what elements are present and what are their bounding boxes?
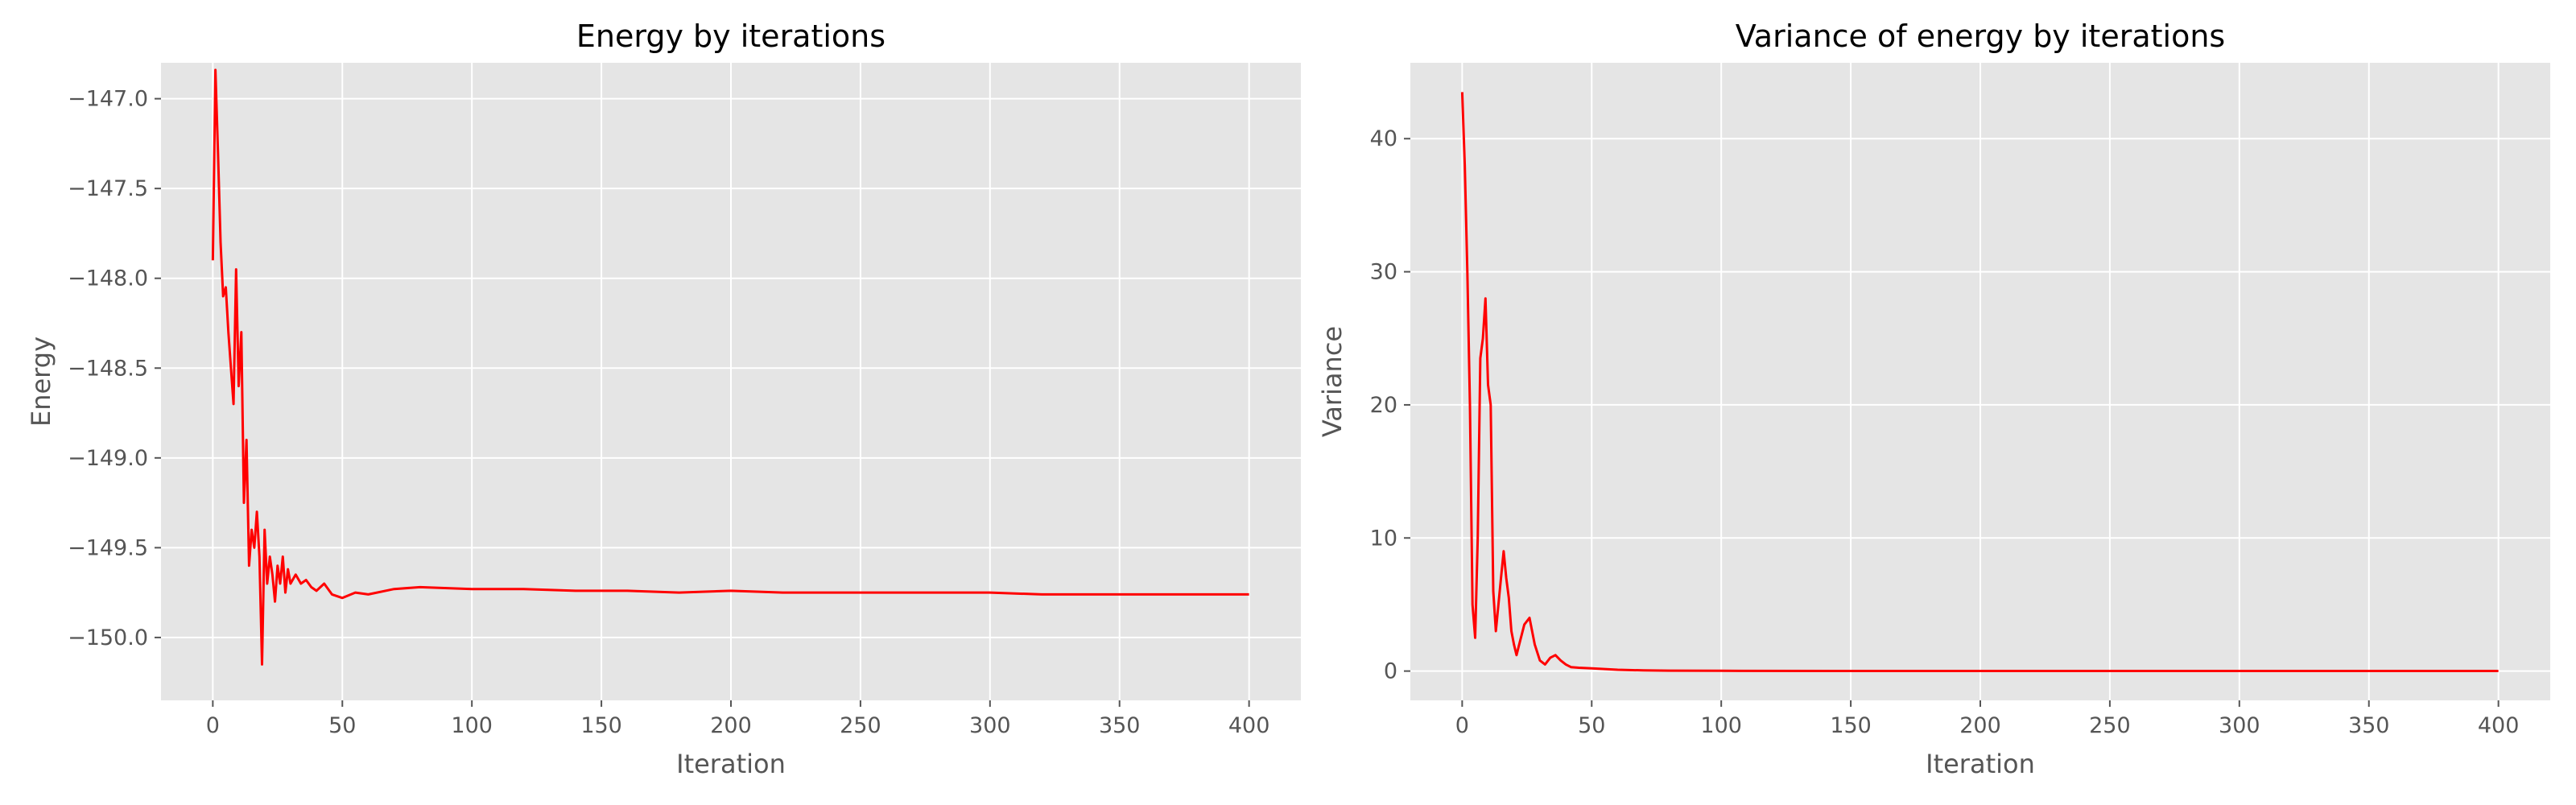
energy-y-tick-label: −148.5	[68, 356, 148, 381]
energy-x-tick-label: 150	[580, 713, 622, 738]
energy-y-tick-label: −148.0	[68, 266, 148, 291]
energy-y-tick-label: −150.0	[68, 625, 148, 650]
energy-x-tick-label: 350	[1099, 713, 1141, 738]
variance-x-tick-label: 200	[1959, 713, 2001, 738]
variance-y-tick-label: 40	[1370, 126, 1397, 151]
energy-x-ticks: 0 50 100 150 200 250 300 350 400	[206, 700, 1270, 738]
variance-y-tick-label: 30	[1370, 260, 1397, 285]
energy-x-tick-label: 50	[328, 713, 356, 738]
variance-x-tick-label: 400	[2478, 713, 2520, 738]
energy-y-tick-label: −149.0	[68, 446, 148, 471]
variance-x-ticks: 0 50 100 150 200 250 300 350 400	[1455, 700, 2520, 738]
energy-y-tick-label: −147.5	[68, 176, 148, 201]
variance-x-label: Iteration	[1926, 749, 2035, 779]
energy-x-tick-label: 400	[1228, 713, 1270, 738]
variance-x-tick-label: 350	[2348, 713, 2390, 738]
energy-y-tick-label: −147.0	[68, 87, 148, 112]
variance-title: Variance of energy by iterations	[1736, 19, 2225, 54]
variance-y-tick-label: 0	[1384, 659, 1397, 684]
energy-x-tick-label: 250	[840, 713, 881, 738]
energy-chart: 0 50 100 150 200 250 300 350 400 −150.0 −149.5 −14…	[26, 19, 1301, 779]
variance-y-label: Variance	[1317, 326, 1348, 437]
energy-x-tick-label: 100	[451, 713, 493, 738]
energy-y-label: Energy	[26, 336, 56, 427]
energy-series	[211, 68, 1249, 666]
variance-x-tick-label: 50	[1578, 713, 1605, 738]
energy-y-tick-label: −149.5	[68, 535, 148, 560]
energy-x-tick-label: 300	[969, 713, 1011, 738]
energy-series-line	[211, 68, 1249, 666]
variance-series-line	[1460, 92, 2499, 672]
variance-x-tick-label: 150	[1830, 713, 1872, 738]
variance-gridlines	[1410, 63, 2550, 700]
energy-title: Energy by iterations	[576, 19, 886, 54]
variance-y-tick-label: 10	[1370, 526, 1397, 551]
variance-y-tick-label: 20	[1370, 393, 1397, 418]
variance-x-tick-label: 0	[1455, 713, 1469, 738]
variance-x-tick-label: 300	[2219, 713, 2260, 738]
variance-y-ticks: 0 10 20 30 40	[1370, 126, 1410, 684]
variance-chart: 0 50 100 150 200 250 300 350 400 0 10 20 30 40 Varia…	[1317, 19, 2550, 779]
energy-gridlines	[161, 63, 1301, 700]
variance-x-tick-label: 100	[1700, 713, 1742, 738]
energy-y-ticks: −150.0 −149.5 −149.0 −148.5 −148.0 −147.5 −147…	[68, 87, 161, 650]
variance-x-tick-label: 250	[2089, 713, 2131, 738]
energy-x-label: Iteration	[676, 749, 786, 779]
energy-x-tick-label: 0	[206, 713, 220, 738]
energy-x-tick-label: 200	[710, 713, 752, 738]
variance-series	[1460, 92, 2499, 672]
